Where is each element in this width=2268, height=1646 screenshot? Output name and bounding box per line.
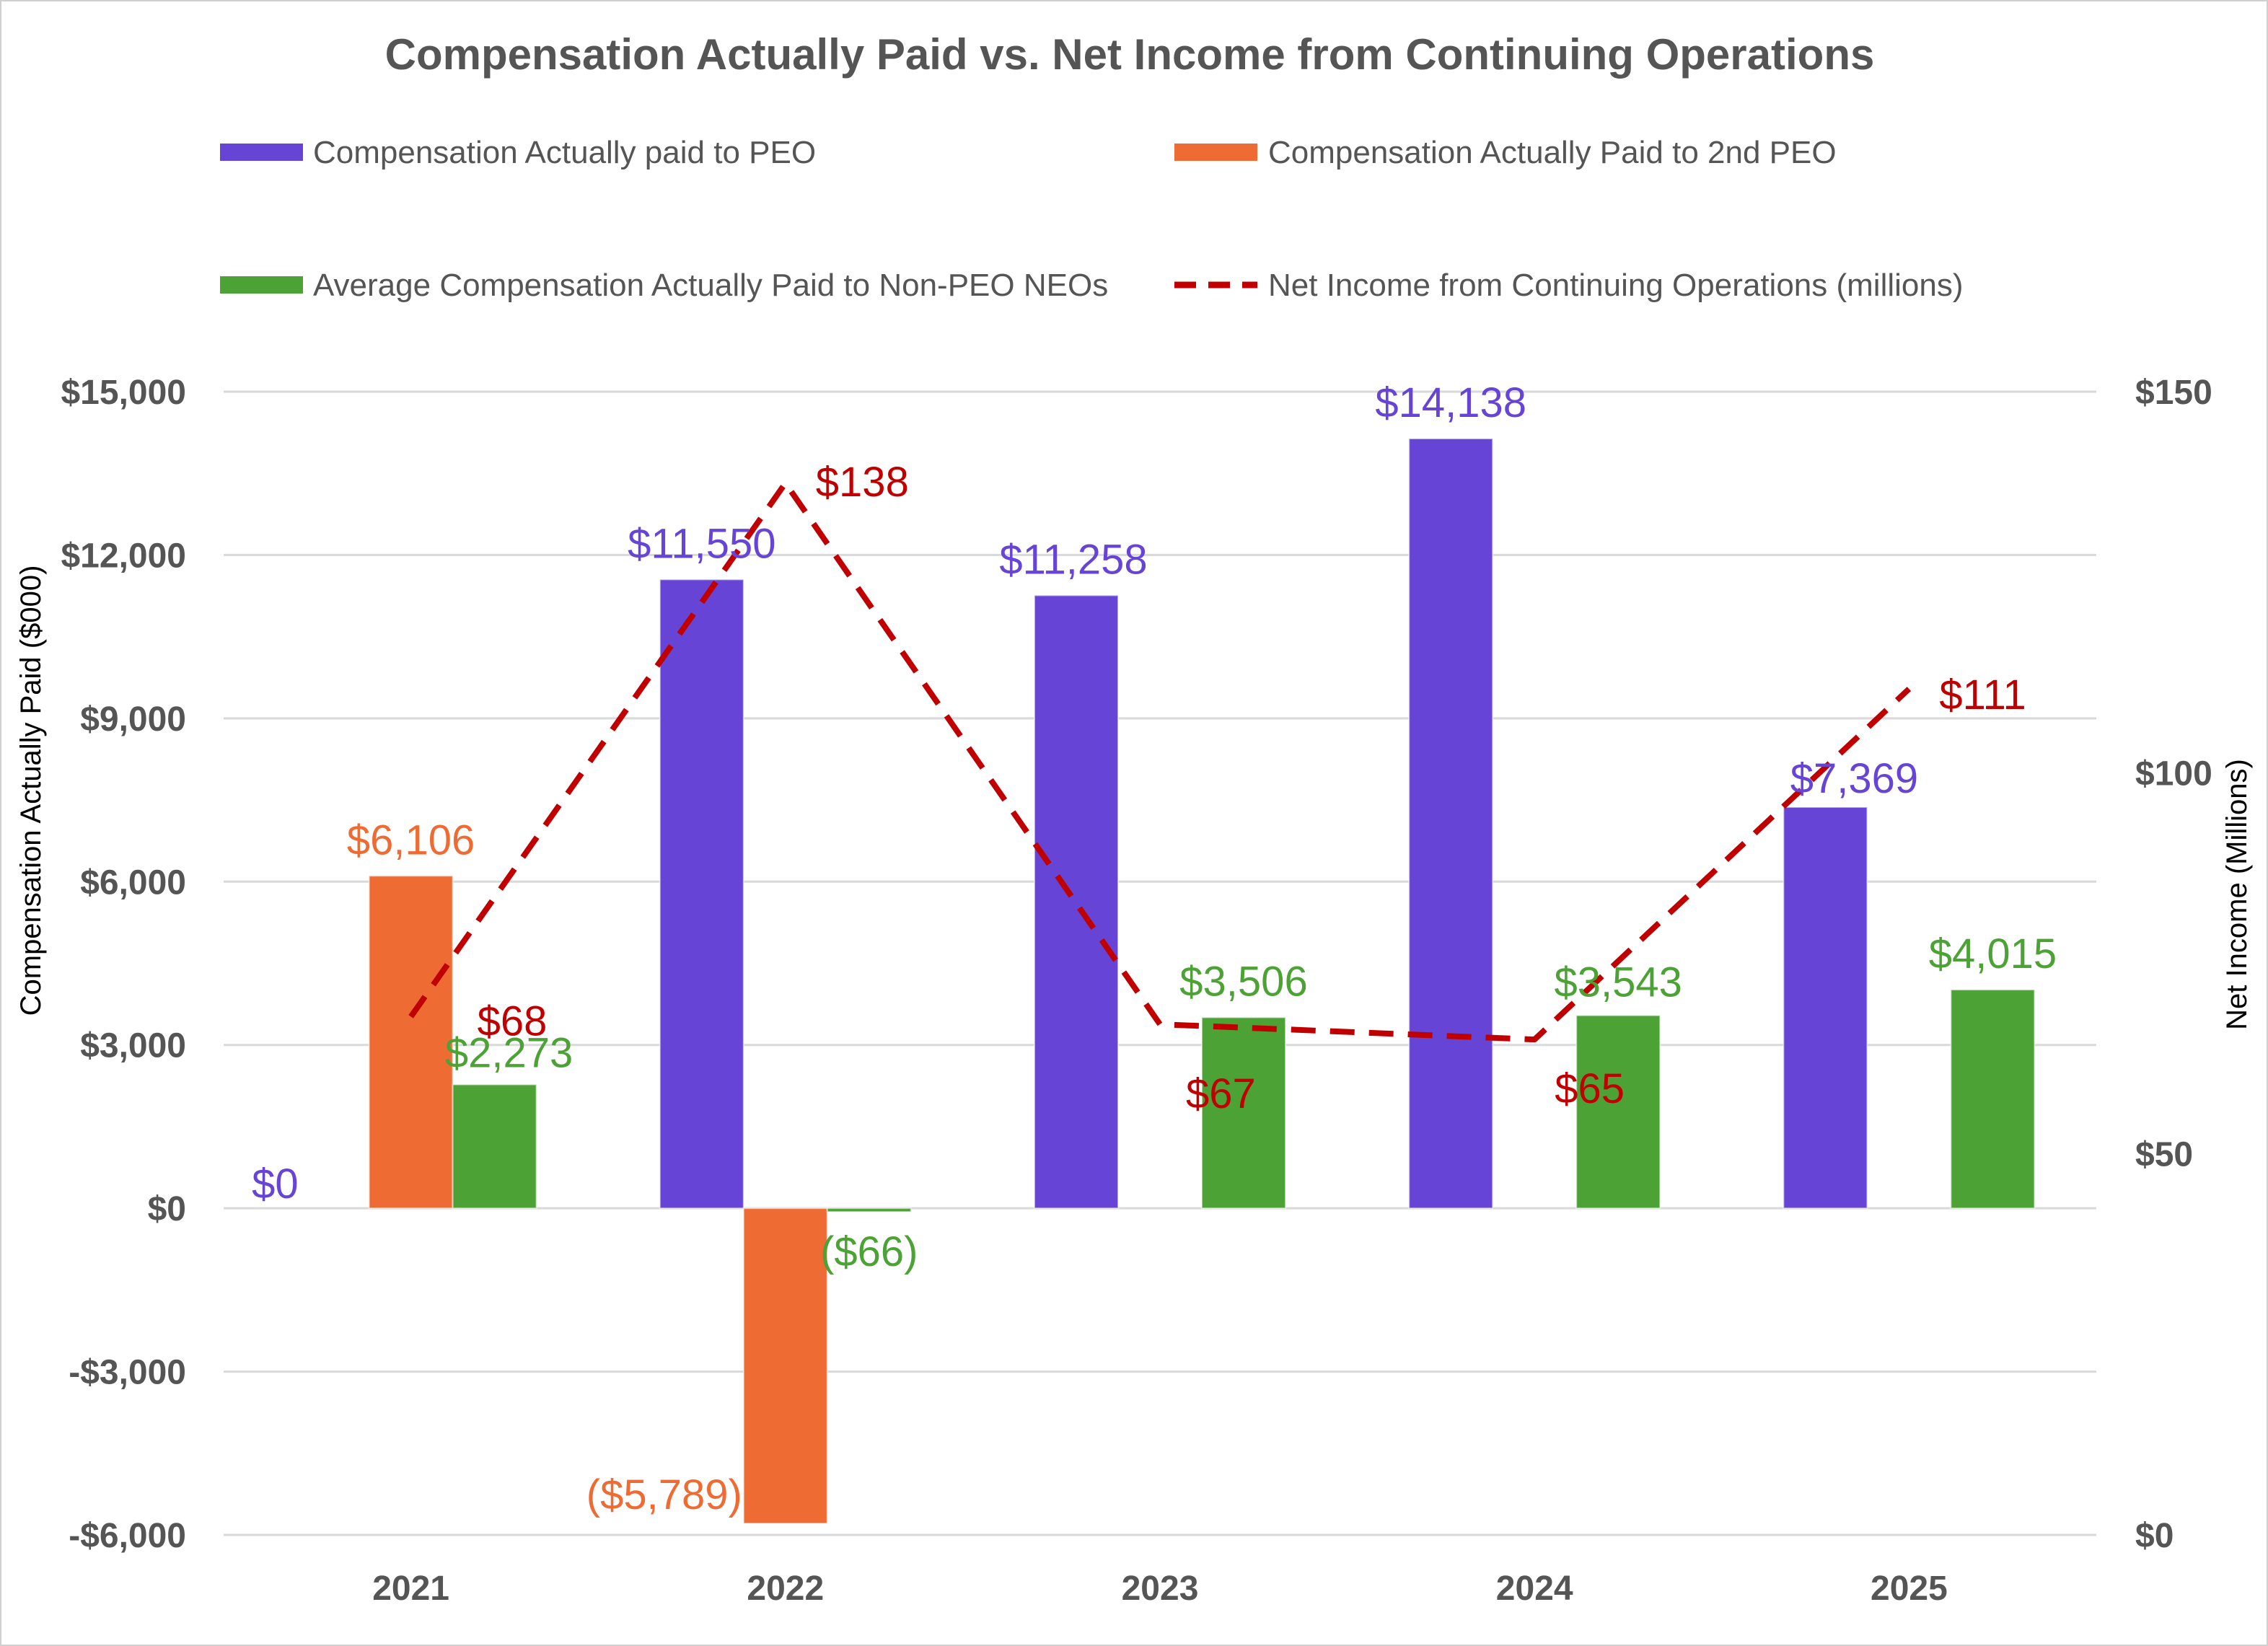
y2-tick-label: $50 — [2135, 1136, 2193, 1174]
y2-axis-ticks: $150 $100 $50 $0 — [2135, 374, 2212, 1555]
legend-label-second-peo: Compensation Actually Paid to 2nd PEO — [1268, 135, 1837, 170]
bar-peo-2025[interactable] — [1783, 806, 1868, 1210]
x-tick-label: 2023 — [1122, 1570, 1199, 1608]
y2-tick-label: $100 — [2135, 754, 2212, 793]
bar-peo-2023[interactable] — [1034, 594, 1119, 1210]
y-tick-label: $3,000 — [80, 1027, 186, 1065]
bar-non-peo-2023[interactable] — [1201, 1016, 1286, 1210]
y2-tick-label: $0 — [2135, 1517, 2174, 1555]
bar-non-peo-2024[interactable] — [1575, 1014, 1661, 1210]
legend-label-non-peo: Average Compensation Actually Paid to No… — [313, 268, 1108, 303]
bar-second-peo-2022[interactable] — [742, 1207, 828, 1525]
data-label-net-income-2023: $67 — [1186, 1070, 1256, 1117]
x-tick-label: 2025 — [1871, 1570, 1948, 1608]
y-axis-title: Compensation Actually Paid ($000) — [15, 565, 47, 1016]
x-tick-label: 2024 — [1496, 1570, 1573, 1608]
legend: Compensation Actually paid to PEO Compen… — [220, 135, 1964, 303]
data-label-non-peo-2025: $4,015 — [1929, 930, 2057, 977]
y-tick-label: $15,000 — [61, 374, 186, 412]
y2-axis-title: Net Income (Millions) — [2221, 759, 2253, 1030]
legend-label-net-income: Net Income from Continuing Operations (m… — [1268, 268, 1964, 303]
net-income-point-2022[interactable] — [785, 483, 786, 484]
y-tick-label: $0 — [148, 1190, 186, 1228]
data-label-second-peo-2021: $6,106 — [347, 817, 475, 863]
legend-label-peo: Compensation Actually paid to PEO — [313, 135, 816, 170]
y-tick-label: $6,000 — [80, 863, 186, 902]
data-label-net-income-2022: $138 — [816, 459, 909, 506]
data-label-peo-2025: $7,369 — [1790, 755, 1918, 802]
data-label-net-income-2025: $111 — [1939, 672, 2026, 718]
data-label-net-income-2024: $65 — [1555, 1065, 1625, 1112]
net-income-line — [408, 480, 1912, 1043]
bar-non-peo-2025[interactable] — [1950, 989, 2036, 1210]
data-label-non-peo-2021: $2,273 — [445, 1030, 573, 1077]
bar-non-peo-2021[interactable] — [452, 1083, 537, 1210]
data-label-second-peo-2022: ($5,789) — [586, 1471, 742, 1518]
x-axis-ticks: 2021 2022 2023 2024 2025 — [372, 1570, 1948, 1608]
bars — [368, 438, 2036, 1525]
data-label-non-peo-2023: $3,506 — [1179, 959, 1307, 1005]
data-label-non-peo-2022: ($66) — [820, 1228, 918, 1275]
y2-tick-label: $150 — [2135, 374, 2212, 412]
legend-item-net-income[interactable]: Net Income from Continuing Operations (m… — [1174, 268, 1964, 303]
legend-item-non-peo[interactable]: Average Compensation Actually Paid to No… — [220, 268, 1108, 303]
data-label-peo-2024: $14,138 — [1375, 379, 1526, 426]
bar-peo-2022[interactable] — [659, 578, 744, 1210]
bar-non-peo-2022[interactable] — [826, 1207, 912, 1213]
legend-swatch-second-peo — [1174, 144, 1257, 161]
chart-title: Compensation Actually Paid vs. Net Incom… — [385, 30, 1875, 79]
data-label-peo-2022: $11,550 — [628, 520, 775, 567]
y-tick-label: -$3,000 — [69, 1354, 186, 1392]
x-tick-label: 2021 — [372, 1570, 449, 1608]
net-income-series-line[interactable] — [408, 480, 1912, 1043]
bar-peo-2024[interactable] — [1408, 438, 1494, 1210]
data-labels: $0 $11,550 $11,258 $14,138 $7,369 $6,106 ($5,7… — [252, 379, 2057, 1518]
data-label-peo-2023: $11,258 — [999, 536, 1147, 583]
data-label-non-peo-2024: $3,543 — [1554, 959, 1682, 1006]
y-tick-label: $12,000 — [61, 537, 186, 575]
data-label-net-income-2021: $68 — [478, 998, 548, 1044]
legend-swatch-peo — [220, 144, 303, 161]
y-tick-label: $9,000 — [80, 700, 186, 739]
legend-swatch-non-peo — [220, 276, 303, 294]
legend-item-second-peo[interactable]: Compensation Actually Paid to 2nd PEO — [1174, 135, 1837, 170]
data-label-peo-2021: $0 — [252, 1161, 299, 1207]
y-axis-ticks: $15,000 $12,000 $9,000 $6,000 $3,000 $0 -$3,00… — [61, 374, 186, 1555]
y-tick-label: -$6,000 — [69, 1517, 186, 1555]
legend-item-peo[interactable]: Compensation Actually paid to PEO — [220, 135, 816, 170]
x-tick-label: 2022 — [747, 1570, 824, 1608]
bar-second-peo-2021[interactable] — [368, 875, 454, 1210]
